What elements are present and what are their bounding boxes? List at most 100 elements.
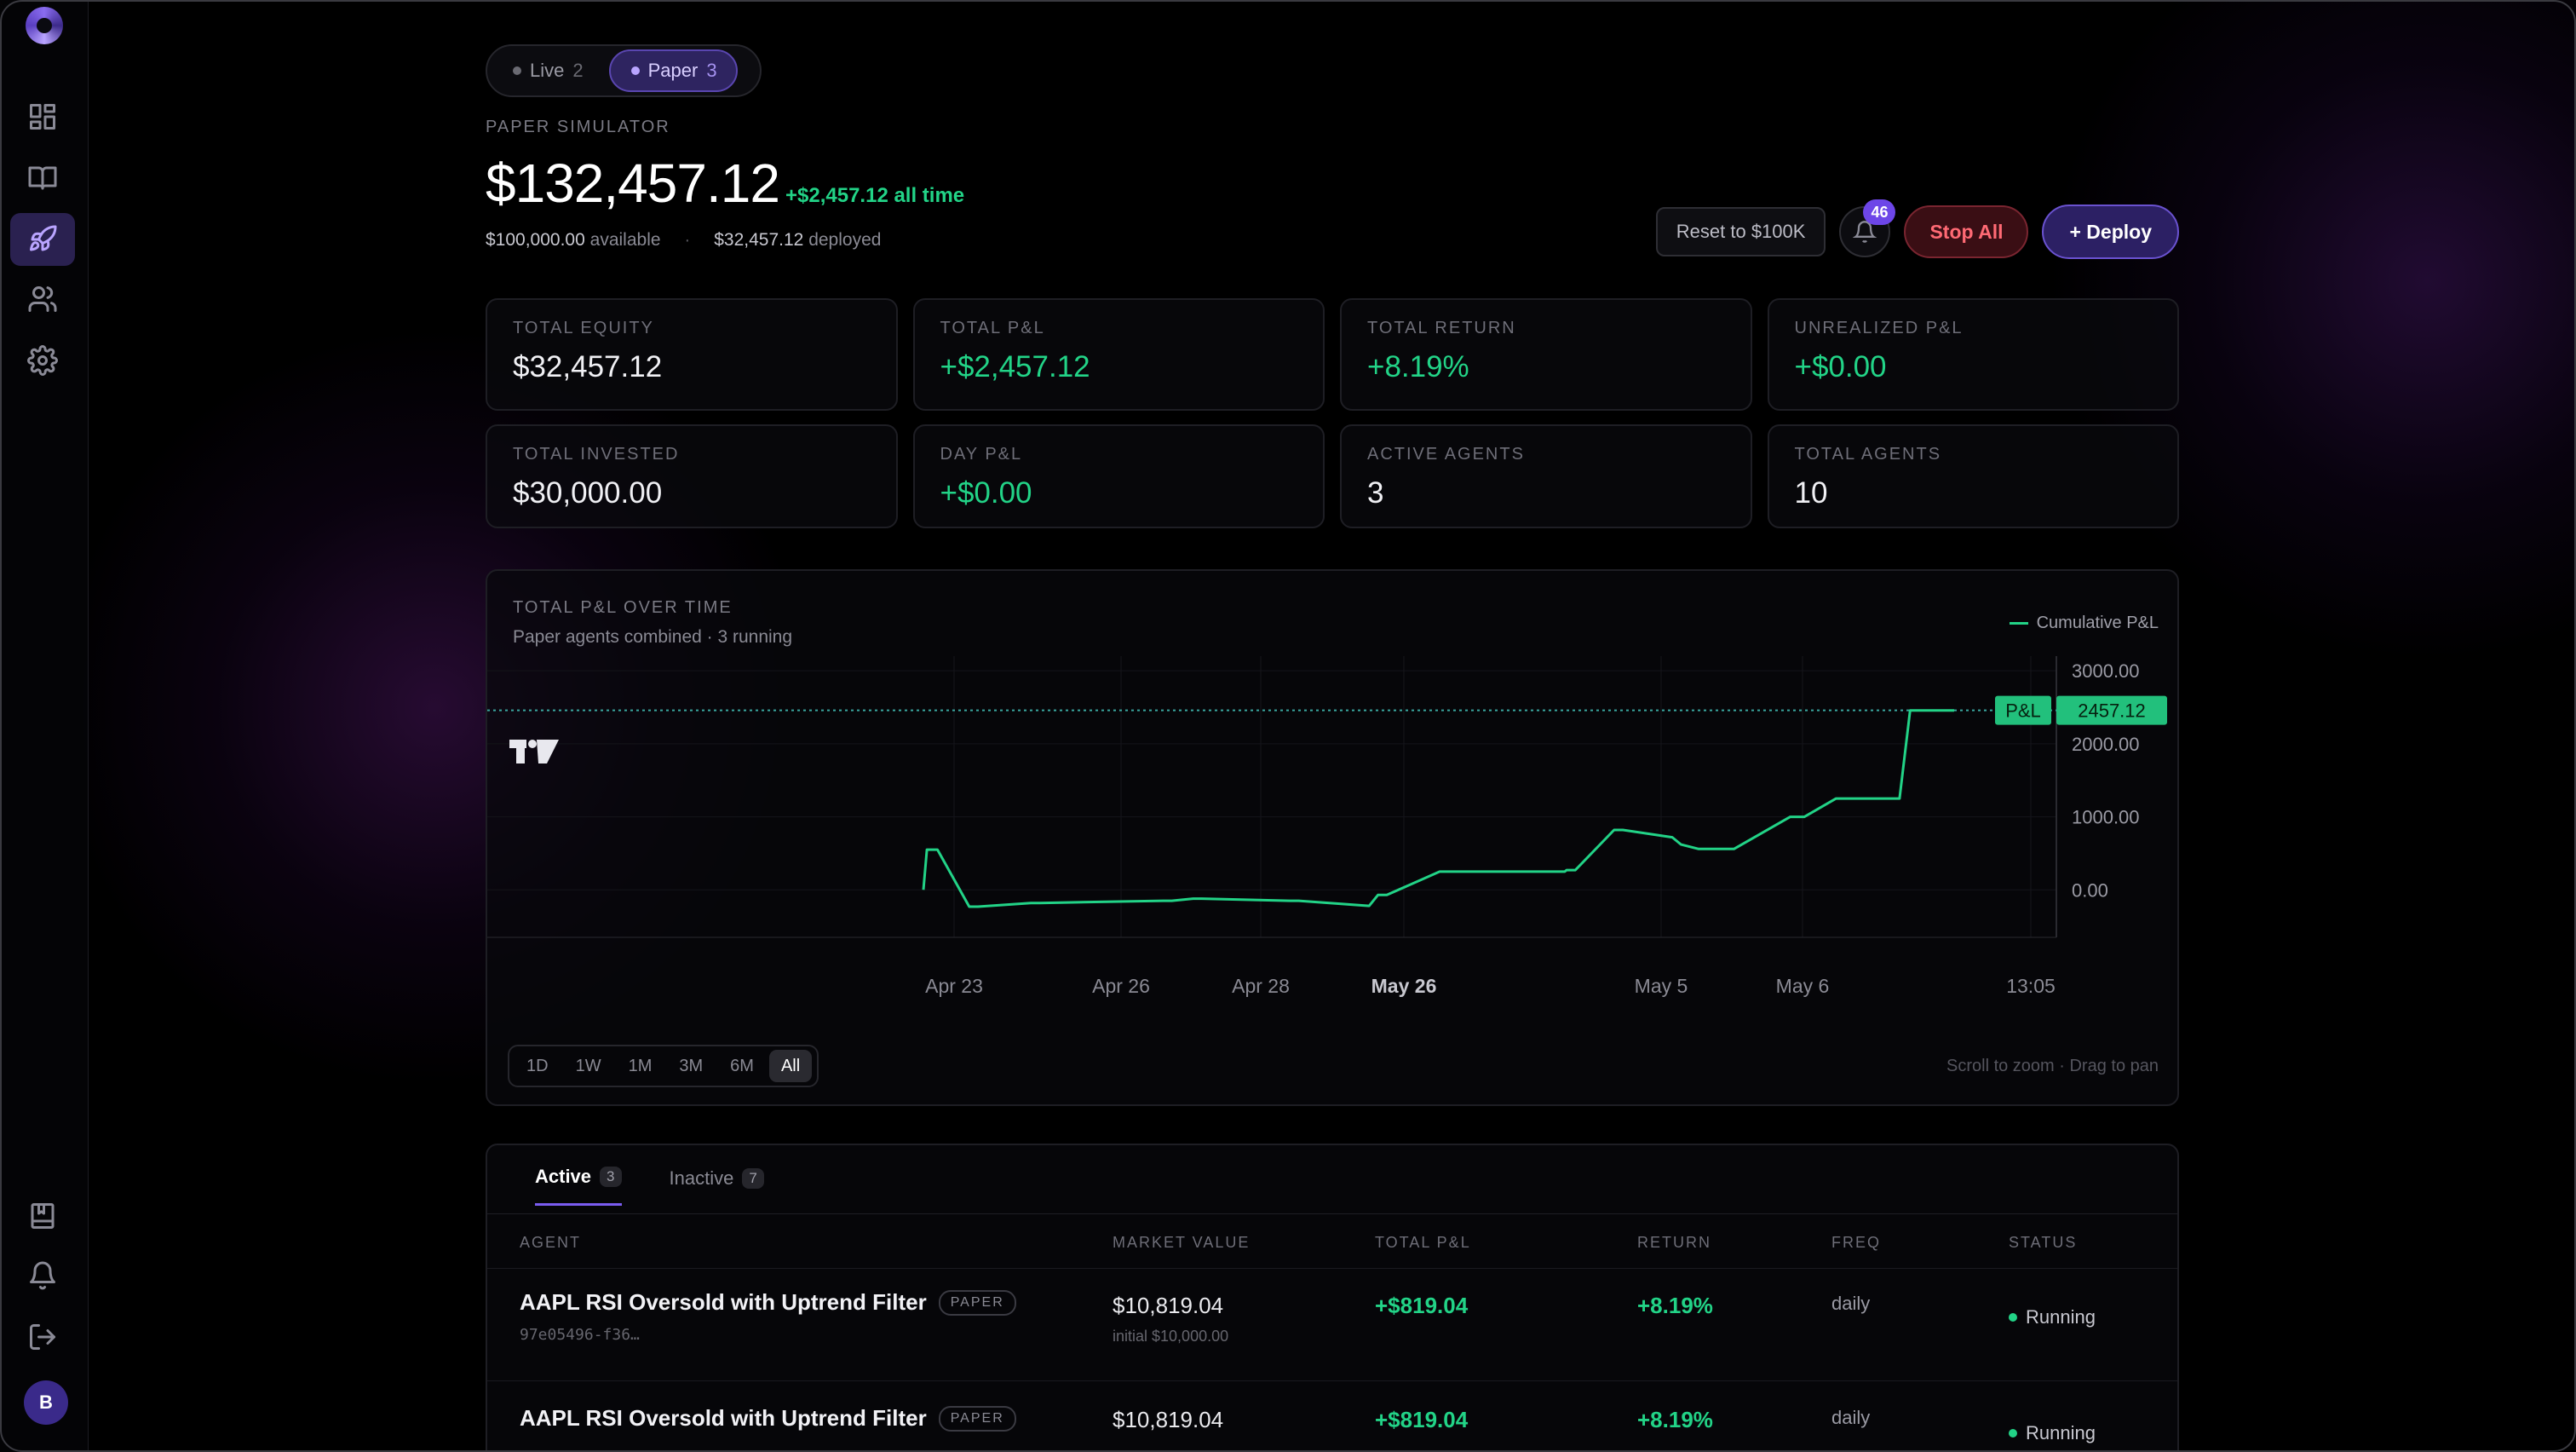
stat-value: +8.19% bbox=[1367, 350, 1469, 383]
deploy-button[interactable]: + Deploy bbox=[2042, 205, 2179, 259]
status-label: Running bbox=[2026, 1306, 2096, 1328]
range-button-all[interactable]: All bbox=[768, 1050, 813, 1082]
stat-card: TOTAL RETURN +8.19% bbox=[1340, 298, 1752, 411]
deploy-nav-button[interactable] bbox=[10, 213, 75, 266]
y-tick-label: 3000.00 bbox=[2072, 660, 2140, 682]
mode-toggle: Live 2 Paper 3 bbox=[486, 44, 762, 97]
x-tick-label: May 26 bbox=[1371, 975, 1437, 997]
range-button-6m[interactable]: 6M bbox=[730, 1056, 754, 1075]
agent-cell: AAPL RSI Oversold with Uptrend Filter PA… bbox=[520, 1289, 1016, 1344]
status-dot-icon bbox=[630, 66, 640, 75]
column-header: STATUS bbox=[2009, 1234, 2078, 1251]
chart-title: TOTAL P&L OVER TIME bbox=[513, 598, 733, 617]
paper-mode-option[interactable]: Paper 3 bbox=[608, 49, 738, 92]
live-label: Live bbox=[530, 60, 565, 81]
range-button-1m[interactable]: 1M bbox=[628, 1056, 653, 1075]
header-actions: Reset to $100K 46 Stop All + Deploy bbox=[1655, 199, 2179, 259]
initial-value: initial $10,000.00 bbox=[1113, 1328, 1229, 1345]
logout-icon bbox=[30, 1324, 55, 1350]
chart-legend: Cumulative P&L bbox=[2009, 614, 2159, 633]
settings-nav-button[interactable] bbox=[10, 334, 75, 387]
bell-icon bbox=[30, 1261, 55, 1290]
balance-breakdown: $100,000.00 available · $32,457.12 deplo… bbox=[486, 230, 882, 250]
agents-tabs: Active 3 Inactive 7 bbox=[535, 1166, 764, 1206]
paper-label: Paper bbox=[647, 60, 699, 81]
chart-subtitle: Paper agents combined · 3 running bbox=[513, 627, 793, 647]
book-open-icon bbox=[28, 166, 57, 190]
live-count: 2 bbox=[572, 60, 584, 81]
x-tick-label: Apr 23 bbox=[925, 975, 983, 997]
notifications-nav-button[interactable] bbox=[10, 1249, 75, 1302]
stop-all-button[interactable]: Stop All bbox=[1904, 205, 2029, 258]
pnl-chart[interactable]: 3000.00 2000.00 1000.00 0.00 Apr 23 Apr 26 Apr… bbox=[487, 656, 2177, 1023]
available-amount: $100,000.00 bbox=[486, 230, 585, 250]
live-mode-option[interactable]: Live 2 bbox=[492, 49, 602, 92]
agent-cell: AAPL RSI Oversold with Uptrend Filter PA… bbox=[520, 1405, 1016, 1432]
library-nav-button[interactable] bbox=[10, 152, 75, 205]
users-nav-button[interactable] bbox=[10, 273, 75, 326]
stat-label: TOTAL AGENTS bbox=[1794, 445, 1942, 464]
x-tick-label: Apr 28 bbox=[1232, 975, 1290, 997]
stat-card: UNREALIZED P&L +$0.00 bbox=[1767, 298, 2179, 411]
gear-icon bbox=[27, 345, 58, 376]
stat-card: TOTAL P&L +$2,457.12 bbox=[912, 298, 1325, 411]
frequency: daily bbox=[1831, 1407, 1871, 1428]
x-tick-label: May 6 bbox=[1776, 975, 1830, 997]
deployed-amount: $32,457.12 bbox=[714, 230, 804, 250]
stat-label: TOTAL RETURN bbox=[1367, 319, 1516, 337]
return-value: +8.19% bbox=[1637, 1293, 1713, 1318]
range-button-3m[interactable]: 3M bbox=[679, 1056, 704, 1075]
logout-nav-button[interactable] bbox=[10, 1311, 75, 1363]
range-button-1d[interactable]: 1D bbox=[526, 1056, 549, 1075]
dashboard-nav-button[interactable] bbox=[10, 90, 75, 143]
paper-badge: PAPER bbox=[938, 1405, 1016, 1432]
stat-value: +$0.00 bbox=[1794, 350, 1887, 383]
agent-name[interactable]: AAPL RSI Oversold with Uptrend Filter bbox=[520, 1405, 927, 1431]
agent-name[interactable]: AAPL RSI Oversold with Uptrend Filter bbox=[520, 1289, 927, 1315]
stat-card: TOTAL AGENTS 10 bbox=[1767, 424, 2179, 528]
app-logo[interactable] bbox=[26, 7, 63, 44]
legend-swatch bbox=[2009, 622, 2028, 625]
running-dot-icon bbox=[2009, 1429, 2017, 1438]
stat-label: TOTAL INVESTED bbox=[513, 445, 680, 464]
deployed-label: deployed bbox=[808, 230, 882, 250]
paper-badge: PAPER bbox=[938, 1289, 1016, 1316]
stat-card: ACTIVE AGENTS 3 bbox=[1340, 424, 1752, 528]
stat-label: UNREALIZED P&L bbox=[1794, 319, 1964, 337]
range-button-1w[interactable]: 1W bbox=[575, 1056, 601, 1075]
all-time-change: +$2,457.12 all time bbox=[785, 184, 965, 207]
docs-nav-button[interactable] bbox=[10, 1190, 75, 1242]
range-selector: 1D 1W 1M 3M 6M All bbox=[508, 1045, 819, 1087]
tab-label: Inactive bbox=[669, 1167, 734, 1189]
column-header: TOTAL P&L bbox=[1375, 1234, 1471, 1251]
user-avatar[interactable]: B bbox=[24, 1380, 68, 1425]
market-value-cell: $10,819.04 initial $10,000.00 bbox=[1113, 1293, 1228, 1345]
market-value: $10,819.04 bbox=[1113, 1407, 1224, 1432]
stat-label: TOTAL P&L bbox=[940, 319, 1045, 337]
x-tick-label: May 5 bbox=[1635, 975, 1688, 997]
tab-active[interactable]: Active 3 bbox=[535, 1166, 622, 1206]
table-row[interactable]: AAPL RSI Oversold with Uptrend Filter PA… bbox=[487, 1268, 2177, 1379]
agent-name-wrap: AAPL RSI Oversold with Uptrend Filter PA… bbox=[520, 1405, 1016, 1432]
sidebar: B bbox=[0, 0, 89, 1452]
tab-label: Active bbox=[535, 1166, 592, 1187]
stat-value: $32,457.12 bbox=[513, 350, 663, 383]
frequency: daily bbox=[1831, 1293, 1871, 1314]
stat-label: TOTAL EQUITY bbox=[513, 319, 654, 337]
users-icon bbox=[28, 286, 57, 312]
stat-card: TOTAL EQUITY $32,457.12 bbox=[486, 298, 898, 411]
table-row[interactable]: AAPL RSI Oversold with Uptrend Filter PA… bbox=[487, 1380, 2177, 1452]
x-tick-label: Apr 26 bbox=[1092, 975, 1150, 997]
reset-button[interactable]: Reset to $100K bbox=[1655, 207, 1826, 256]
agent-name-wrap: AAPL RSI Oversold with Uptrend Filter PA… bbox=[520, 1289, 1016, 1316]
account-balance: $132,457.12 bbox=[486, 153, 780, 214]
column-header: MARKET VALUE bbox=[1113, 1234, 1251, 1251]
notifications-button[interactable]: 46 bbox=[1839, 199, 1896, 257]
pnl-chart-card: TOTAL P&L OVER TIME Paper agents combine… bbox=[486, 569, 2179, 1106]
stat-label: DAY P&L bbox=[940, 445, 1023, 464]
tab-inactive[interactable]: Inactive 7 bbox=[670, 1166, 764, 1206]
rocket-icon bbox=[30, 225, 57, 251]
stat-card: TOTAL INVESTED $30,000.00 bbox=[486, 424, 898, 528]
total-pnl: +$819.04 bbox=[1375, 1293, 1469, 1318]
running-dot-icon bbox=[2009, 1313, 2017, 1322]
